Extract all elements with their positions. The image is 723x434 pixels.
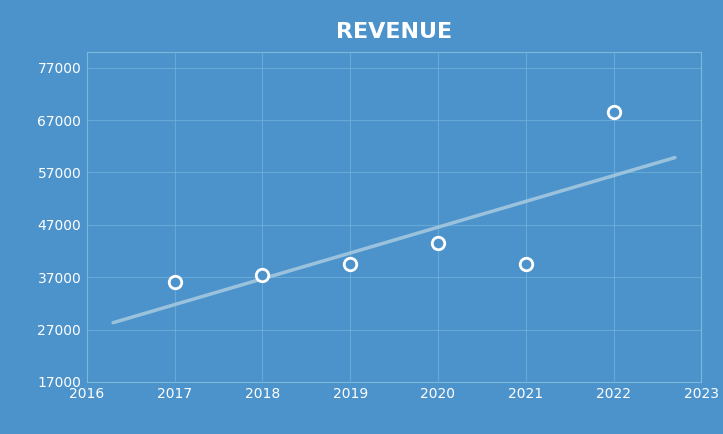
- Title: REVENUE: REVENUE: [336, 22, 452, 42]
